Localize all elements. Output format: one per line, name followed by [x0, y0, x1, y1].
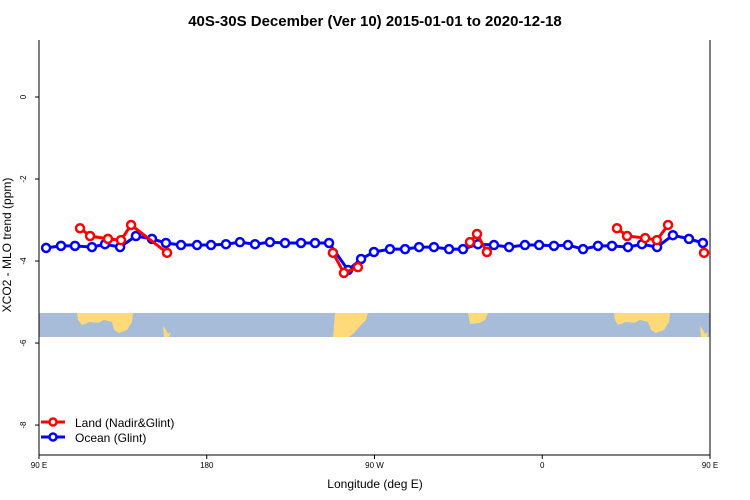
data-point	[74, 222, 86, 234]
x-tick-label: 0	[540, 461, 545, 470]
legend-land-marker	[48, 417, 58, 427]
data-point	[592, 240, 604, 252]
x-tick-label: 90 E	[702, 461, 718, 470]
map-ocean	[39, 313, 710, 337]
y-tick-label: 0	[19, 94, 28, 99]
data-point	[338, 267, 350, 279]
data-point	[662, 219, 674, 231]
series-land	[74, 219, 710, 279]
series-ocean	[40, 229, 709, 276]
data-point	[639, 232, 651, 244]
data-point	[548, 240, 560, 252]
y-tick-label: -2	[19, 175, 28, 183]
data-point	[327, 247, 339, 259]
data-point	[399, 243, 411, 255]
data-point	[519, 239, 531, 251]
data-point	[471, 228, 483, 240]
data-point	[481, 246, 493, 258]
legend-ocean-marker	[48, 432, 58, 442]
data-point	[368, 246, 380, 258]
map-land-australia-2	[614, 313, 670, 333]
data-point	[667, 229, 679, 241]
data-point	[611, 222, 623, 234]
y-axis-label: XCO2 - MLO trend (ppm)	[0, 178, 14, 313]
map-land-australia	[77, 313, 133, 333]
data-point	[84, 230, 96, 242]
data-point	[309, 237, 321, 249]
data-point	[279, 237, 291, 249]
data-point	[464, 236, 476, 248]
x-tick-label: 90 E	[31, 461, 47, 470]
data-point	[651, 234, 663, 246]
data-point	[323, 237, 335, 249]
data-point	[413, 241, 425, 253]
data-point	[264, 236, 276, 248]
map-land-africa	[468, 313, 488, 324]
map-land-southamerica	[333, 313, 368, 337]
data-point	[488, 239, 500, 251]
data-point	[698, 247, 710, 259]
data-point	[683, 233, 695, 245]
x-tick-label: 90 W	[365, 461, 384, 470]
x-axis-label: Longitude (deg E)	[327, 477, 422, 491]
data-point	[115, 234, 127, 246]
data-point	[443, 243, 455, 255]
data-point	[86, 241, 98, 253]
data-point	[352, 261, 364, 273]
data-point	[384, 243, 396, 255]
legend-ocean-label: Ocean (Glint)	[75, 431, 146, 445]
data-point	[355, 253, 367, 265]
data-point	[249, 238, 261, 250]
data-point	[69, 240, 81, 252]
data-point	[606, 240, 618, 252]
data-point	[55, 240, 67, 252]
data-point	[102, 233, 114, 245]
map-land-tasmania-2	[700, 326, 708, 337]
data-point	[191, 239, 203, 251]
map-land-tasmania	[163, 326, 171, 337]
y-tick-label: -4	[19, 257, 28, 265]
data-point	[622, 241, 634, 253]
data-point	[697, 237, 709, 249]
data-point	[234, 236, 246, 248]
data-point	[220, 238, 232, 250]
data-point	[40, 242, 52, 254]
y-tick-label: -6	[19, 339, 28, 347]
data-point	[125, 219, 137, 231]
legend: Land (Nadir&Glint) Ocean (Glint)	[41, 416, 174, 445]
data-point	[457, 243, 469, 255]
data-point	[533, 239, 545, 251]
data-point	[562, 239, 574, 251]
data-point	[621, 230, 633, 242]
data-point	[503, 241, 515, 253]
data-point	[161, 247, 173, 259]
data-point	[428, 241, 440, 253]
data-point	[160, 237, 172, 249]
x-tick-label: 180	[200, 461, 214, 470]
chart-title: 40S-30S December (Ver 10) 2015-01-01 to …	[188, 13, 562, 30]
data-point	[295, 237, 307, 249]
data-point	[175, 239, 187, 251]
map-strip	[39, 313, 710, 337]
data-point	[130, 230, 142, 242]
legend-land-label: Land (Nadir&Glint)	[75, 416, 174, 430]
data-point	[205, 239, 217, 251]
data-point	[577, 243, 589, 255]
y-tick-label: -8	[19, 421, 28, 429]
